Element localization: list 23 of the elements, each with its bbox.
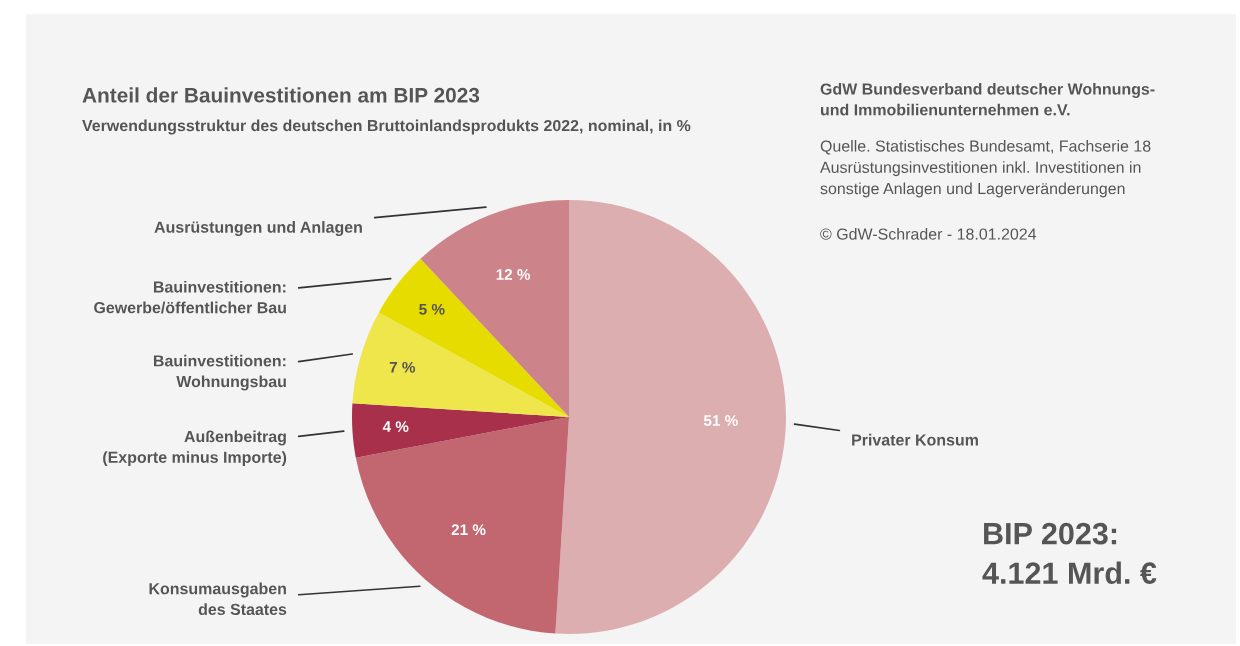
slice-label: Bauinvestitionen: Wohnungsbau [153,354,286,391]
text: BIP 2023: 4.121 Mrd. € [982,522,1157,584]
slice-label: Privater Konsum [852,433,978,446]
data-label: 51 % [703,415,738,426]
chart-title: Anteil der Bauinvestitionen am BIP 2023 [82,87,480,103]
pie-slice [555,200,786,634]
chart-subtitle: Verwendungsstruktur des deutschen Bruttoinlandsprodukts 2022, nominal, in % [82,119,691,135]
data-label: 12 % [496,269,531,280]
text: © GdW-Schrader - 18.01.2024 [820,228,1037,240]
pie-slice [355,417,569,634]
data-label: 5 % [419,303,445,315]
text: GdW Bundesverband deutscher Wohnungs- und Immobilienunternehmen e.V. [820,83,1155,116]
source-note: Quelle. Statistisches Bundesamt, Fachserie 18 Ausrüstungsinvestitionen inkl. Investitionen in sonstige Anlagen und Lagerveränderungen [820,140,1151,198]
data-label: 21 % [451,524,486,536]
slice-label: Konsumausgaben des Staates [149,582,287,616]
data-label: 4 % [382,421,409,432]
slice-label: Ausrüstungen und Anlagen [154,221,362,237]
data-label: 7 % [389,361,416,373]
slice-label: Außenbeitrag (Exporte minus Importe) [103,430,287,467]
pie-slice [378,258,569,417]
pie-slice [352,403,569,458]
pie-slice [420,200,569,417]
slice-label: Bauinvestitionen: Gewerbe/öffentlicher Bau [94,280,286,314]
